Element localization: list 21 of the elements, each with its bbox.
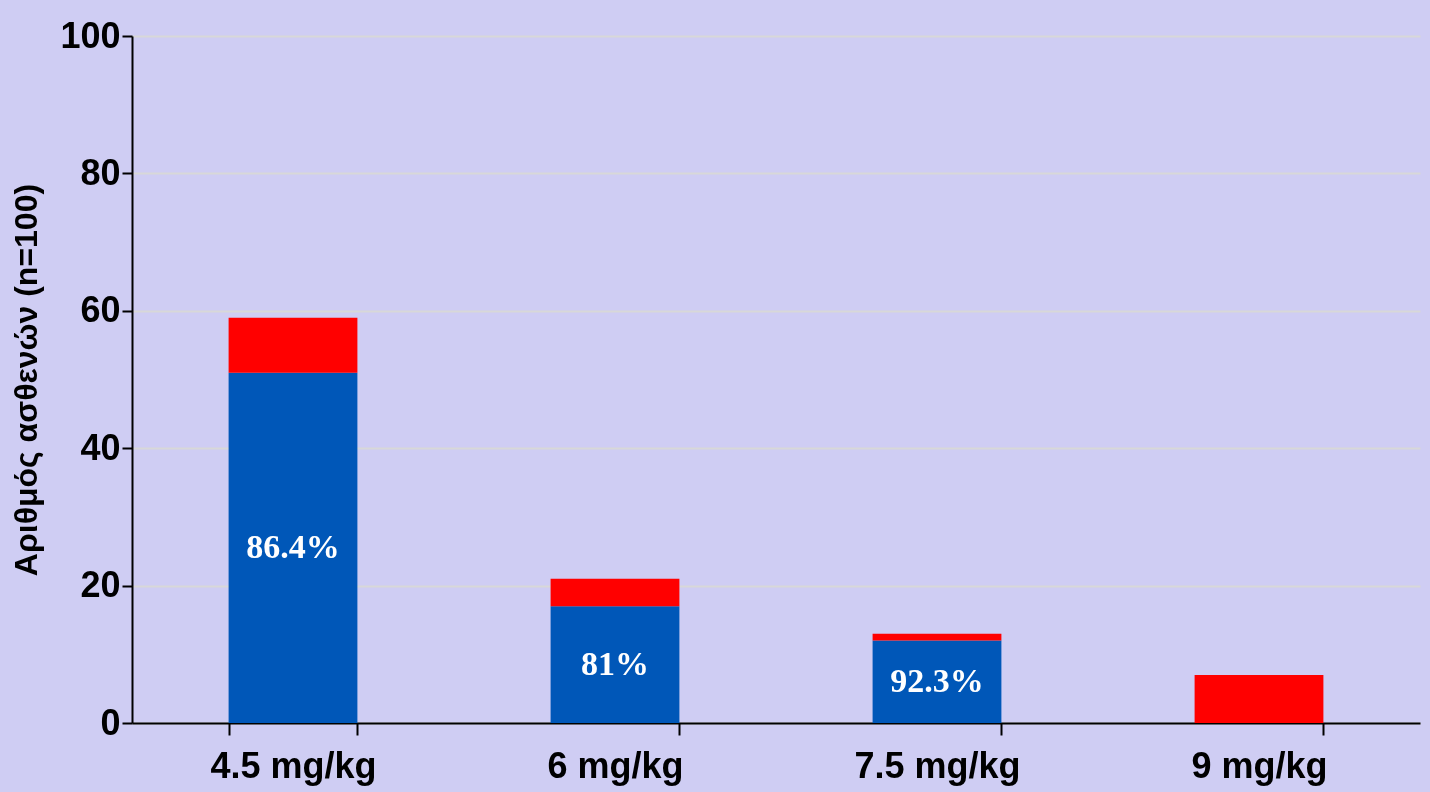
y-tick-label: 100: [60, 14, 121, 56]
x-tick-label: 6 mg/kg: [547, 744, 684, 786]
y-tick-label: 80: [80, 151, 121, 193]
y-tick-label: 60: [80, 289, 121, 331]
y-tick-label: 20: [80, 564, 121, 606]
x-tick-label: 7.5 mg/kg: [854, 744, 1021, 786]
y-axis-title: Αριθμός ασθενών (n=100): [8, 183, 45, 577]
annotation: 92.3%: [890, 661, 984, 699]
y-tick-label: 0: [100, 701, 121, 743]
y-tick-label: 40: [80, 426, 121, 468]
annotation: 86.4%: [246, 527, 340, 565]
bar: [550, 606, 680, 723]
bar: [550, 578, 680, 607]
x-tick-label: 4.5 mg/kg: [210, 744, 377, 786]
bar: [1194, 674, 1324, 723]
x-tick-label: 9 mg/kg: [1191, 744, 1328, 786]
bar: [872, 633, 1002, 641]
bar: [228, 372, 358, 723]
annotation: 81%: [581, 644, 649, 682]
bar: [228, 317, 358, 373]
bar: [872, 640, 1002, 723]
